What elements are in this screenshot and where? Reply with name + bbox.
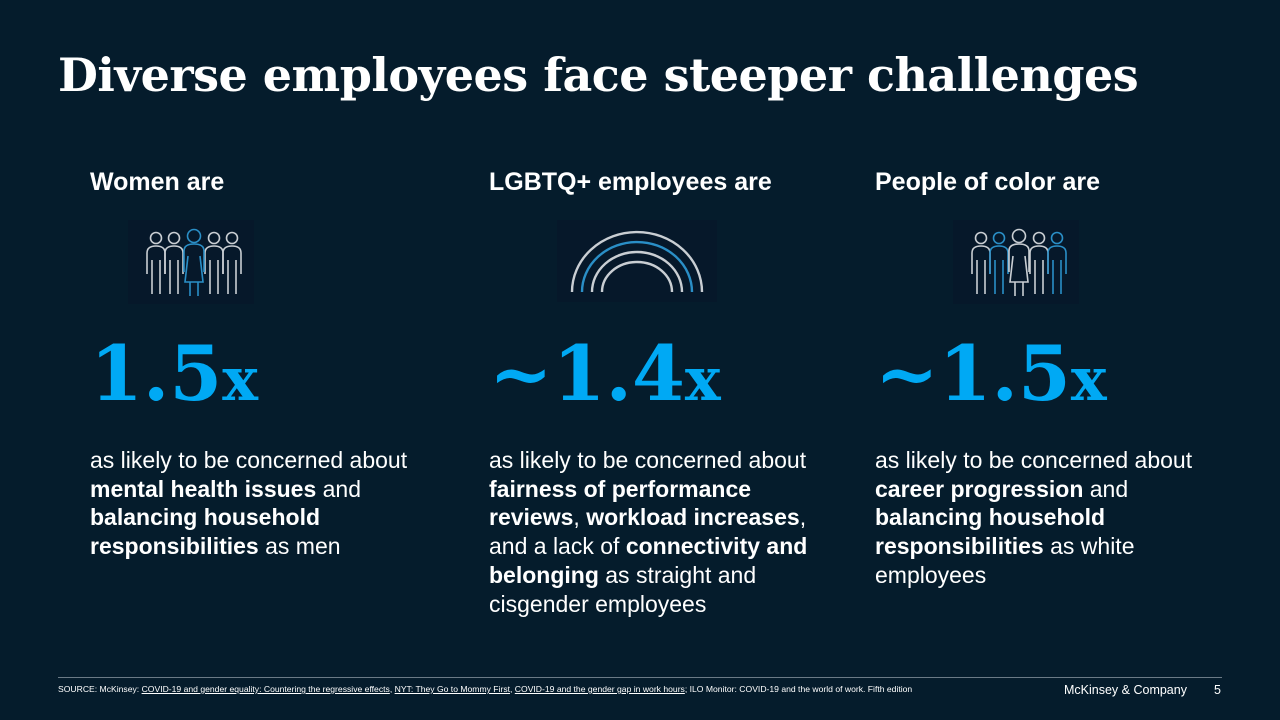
group-of-people-icon <box>953 220 1079 304</box>
body-text: as likely to be concerned about <box>90 447 408 473</box>
people-of-color-stat: ~1.5x <box>875 336 1107 412</box>
brand-name: McKinsey & Company <box>1064 683 1187 697</box>
source-prefix: SOURCE: McKinsey: <box>58 684 142 694</box>
source-separator: , <box>389 684 395 694</box>
lgbtq-stat-value: ~1.4 <box>489 329 685 418</box>
source-suffix: ; ILO Monitor: COVID-19 and the world of… <box>684 684 913 694</box>
source-link-nyt[interactable]: NYT: They Go to Mommy First <box>394 684 511 694</box>
body-text: as straight and cisgender employees <box>489 561 757 617</box>
lgbtq-stat-unit: x <box>684 345 721 415</box>
emphasis-text: career progression <box>875 475 1084 502</box>
body-text: and <box>1083 475 1129 502</box>
body-text: as white employees <box>875 533 1135 588</box>
body-text: as likely to be concerned about <box>875 447 1193 473</box>
women-description: as likely to be concerned about mental h… <box>90 446 420 561</box>
people-of-color-description: as likely to be concerned about career p… <box>875 446 1205 590</box>
women-stat-value: 1.5 <box>90 329 223 418</box>
people-of-color-stat-value: ~1.5 <box>875 329 1071 418</box>
emphasis-text: balancing household responsibilities <box>875 504 1106 560</box>
page-number: 5 <box>1214 683 1221 697</box>
women-column: Women are <box>90 168 420 559</box>
women-heading: Women are <box>90 168 225 196</box>
source-link-covid-gender-equality[interactable]: COVID-19 and gender equality: Countering… <box>141 684 390 694</box>
lgbtq-stat: ~1.4x <box>489 336 721 412</box>
women-stat-unit: x <box>222 345 259 415</box>
footer-divider <box>58 677 1222 678</box>
people-of-color-heading: People of color are <box>875 168 1101 196</box>
group-of-people-icon <box>128 220 254 304</box>
emphasis-text: mental health issues <box>90 475 317 502</box>
source-separator: , <box>510 684 515 694</box>
emphasis-text: connectivity and belonging <box>489 533 808 588</box>
lgbtq-column: LGBTQ+ employees are ~1.4x as likely to … <box>489 168 819 617</box>
emphasis-text: fairness of performance reviews <box>489 475 752 531</box>
source-link-gender-gap-work-hours[interactable]: COVID-19 and the gender gap in work hour… <box>514 684 685 694</box>
people-of-color-column: People of color are <box>875 168 1205 588</box>
rainbow-arcs-icon <box>557 220 717 302</box>
body-text: as likely to be concerned about <box>489 447 807 473</box>
body-text: , <box>573 504 587 531</box>
lgbtq-description: as likely to be concerned about fairness… <box>489 446 819 618</box>
emphasis-text: workload increases <box>586 504 800 531</box>
emphasis-text: balancing household responsibilities <box>90 504 321 560</box>
women-stat: 1.5x <box>90 336 258 412</box>
lgbtq-heading: LGBTQ+ employees are <box>489 168 772 196</box>
body-text: and <box>316 475 362 502</box>
people-of-color-stat-unit: x <box>1070 345 1107 415</box>
body-text: , and a lack of <box>489 504 807 560</box>
page-title: Diverse employees face steeper challenge… <box>58 48 1139 102</box>
source-note: SOURCE: McKinsey: COVID-19 and gender eq… <box>58 684 1038 694</box>
body-text: as men <box>258 533 341 560</box>
